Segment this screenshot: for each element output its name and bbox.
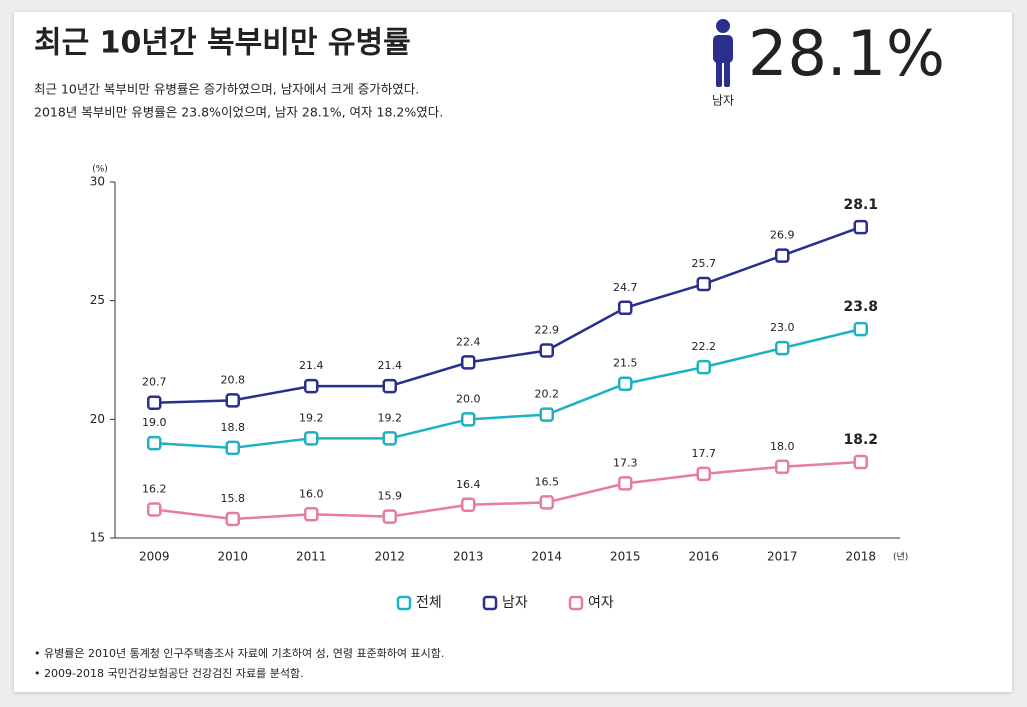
marker [225,393,240,408]
x-tick-label: 2010 [217,550,248,564]
data-label: 19.0 [142,416,167,429]
data-label: 18.8 [221,421,246,434]
marker [461,355,476,370]
line [154,460,861,521]
legend-marker [482,595,498,611]
data-label: 21.4 [378,359,403,372]
card [14,12,1012,692]
data-label: 21.5 [613,357,638,370]
data-label: 23.8 [843,299,878,315]
marker [775,459,790,475]
marker [696,466,711,482]
data-label: 21.4 [299,359,324,372]
marker [618,300,633,316]
x-tick-label: 2013 [453,550,484,564]
marker [539,495,554,510]
data-label: 22.4 [456,335,481,348]
marker [147,395,162,410]
y-unit: (%) [92,165,108,175]
line [154,327,862,450]
data-label: 19.2 [378,411,403,424]
x-tick-label: 2016 [688,550,719,564]
x-tick-label: 2012 [374,550,405,564]
data-label: 23.0 [770,321,795,334]
x-tick-label: 2009 [139,550,170,564]
marker [461,497,476,513]
data-label: 20.2 [535,388,560,401]
subtitle: 2018년 복부비만 유병률은 23.8%이었으며, 남자 28.1%, 여자 … [34,105,443,120]
marker [382,431,397,446]
data-label: 24.7 [613,281,638,294]
data-label: 17.7 [692,447,717,460]
marker [539,407,554,422]
data-label: 17.3 [613,456,638,469]
data-label: 22.9 [535,324,560,337]
x-tick-label: 2015 [610,550,641,564]
marker [696,359,711,375]
data-label: 16.5 [535,475,560,488]
data-label: 18.0 [770,440,795,453]
x-tick-label: 2017 [767,550,798,564]
headline-label: 남자 [712,94,734,108]
data-label: 25.7 [692,257,717,270]
chart-title: 최근 10년간 복부비만 유병률 [34,26,411,61]
data-label: 19.2 [299,411,324,424]
data-label: 16.4 [456,478,481,491]
line [154,225,862,404]
marker [304,507,319,522]
legend-label: 전체 [416,595,442,611]
data-label: 20.0 [456,392,481,405]
y-tick-label: 25 [90,293,105,307]
note: • 2009-2018 국민건강보험공단 건강검진 자료를 분석함. [34,667,304,680]
headline-value: 28.1% [748,17,945,90]
data-label: 22.2 [692,340,717,353]
marker [539,343,554,358]
person-icon [713,19,733,87]
data-label: 20.7 [142,376,167,389]
marker [853,321,868,337]
data-label: 20.8 [221,373,246,386]
data-label: 26.9 [770,229,795,242]
marker [304,431,319,446]
marker [618,376,633,391]
marker [225,440,240,456]
marker [696,276,711,292]
data-label: 28.1 [843,197,878,213]
data-label: 16.2 [142,483,167,496]
legend-label: 여자 [588,595,614,611]
note: • 유병률은 2010년 통계청 인구주택총조사 자료에 기초하여 성, 연령 … [34,646,444,660]
data-label: 15.9 [378,490,403,503]
marker [147,502,162,517]
legend-marker [396,595,412,611]
marker [147,435,162,451]
x-tick-label: 2014 [531,550,562,564]
marker [304,378,319,394]
y-tick-label: 20 [90,412,105,426]
data-label: 16.0 [299,487,324,500]
subtitle: 최근 10년간 복부비만 유병률은 증가하였으며, 남자에서 크게 증가하였다. [34,82,419,97]
marker [225,511,240,527]
data-label: 18.2 [843,432,878,448]
marker [853,454,868,470]
marker [382,509,397,524]
marker [853,219,868,235]
y-tick-label: 15 [90,531,105,545]
marker [382,378,397,394]
y-tick-label: 30 [90,175,105,189]
marker [618,476,633,491]
x-unit: (년) [893,552,908,563]
marker [775,340,790,356]
marker [775,248,790,263]
x-tick-label: 2018 [845,550,876,564]
legend-marker [568,595,584,611]
legend-label: 남자 [502,595,528,611]
x-tick-label: 2011 [296,550,327,564]
marker [461,412,476,427]
data-label: 15.8 [221,492,246,505]
